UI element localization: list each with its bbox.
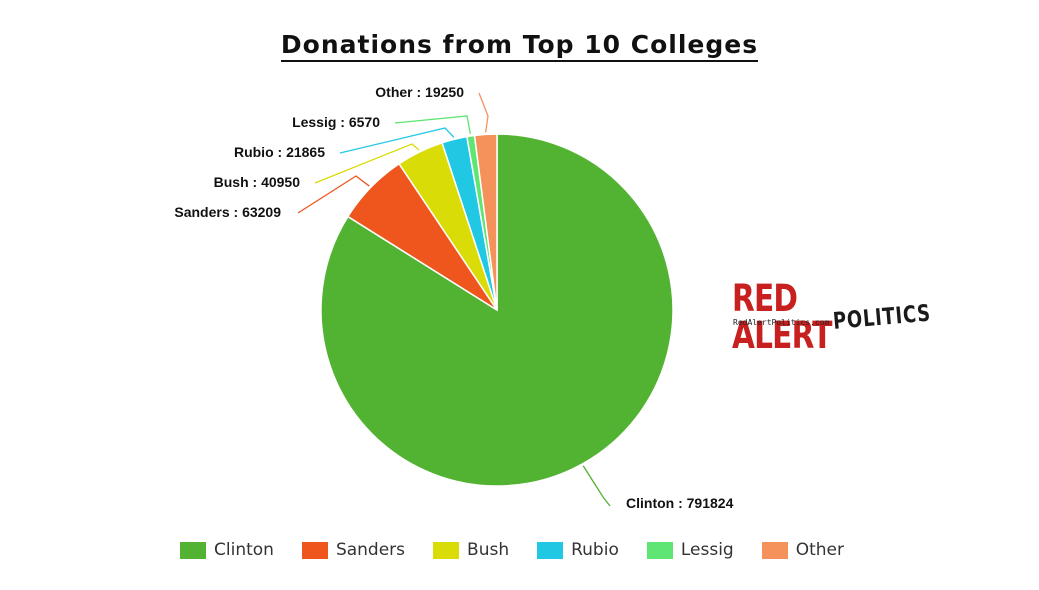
logo-url-text: RedAlertPolitics.com bbox=[733, 318, 830, 327]
legend-swatch-lessig bbox=[646, 541, 673, 559]
legend-item-sanders[interactable]: Sanders bbox=[301, 540, 406, 560]
leader-line-lessig bbox=[394, 115, 472, 135]
leader-line-clinton bbox=[582, 465, 611, 507]
data-label-other: Other : 19250 bbox=[375, 84, 464, 100]
legend-label-other: Other bbox=[795, 540, 844, 560]
legend-swatch-sanders bbox=[301, 541, 328, 559]
chart-title: Donations from Top 10 Colleges bbox=[0, 30, 1039, 62]
legend-label-bush: Bush bbox=[467, 540, 510, 560]
pie-slices bbox=[320, 133, 674, 487]
data-label-bush: Bush : 40950 bbox=[214, 174, 301, 190]
legend-item-rubio[interactable]: Rubio bbox=[537, 540, 619, 560]
pie-chart: Clinton : 791824 Sanders : 63209 Bush : 40… bbox=[174, 84, 733, 511]
legend-label-sanders: Sanders bbox=[335, 540, 406, 560]
legend-item-lessig[interactable]: Lessig bbox=[646, 540, 734, 560]
legend-label-clinton: Clinton bbox=[214, 540, 274, 560]
legend-label-rubio: Rubio bbox=[571, 540, 619, 560]
leader-line-other bbox=[478, 92, 489, 133]
leader-line-rubio bbox=[339, 127, 455, 154]
data-label-sanders: Sanders : 63209 bbox=[174, 204, 281, 220]
legend-swatch-clinton bbox=[180, 541, 206, 559]
pie-slice-other bbox=[473, 133, 498, 311]
legend-label-lessig: Lessig bbox=[680, 540, 734, 560]
data-label-rubio: Rubio : 21865 bbox=[234, 144, 325, 160]
legend-swatch-rubio bbox=[537, 541, 564, 559]
chart-title-text: Donations from Top 10 Colleges bbox=[280, 30, 759, 62]
pie-labels: Clinton : 791824 Sanders : 63209 Bush : 40… bbox=[174, 84, 733, 511]
legend-item-other[interactable]: Other bbox=[761, 540, 844, 560]
leader-line-bush bbox=[314, 143, 420, 184]
legend-item-clinton[interactable]: Clinton bbox=[180, 540, 274, 560]
legend-item-bush[interactable]: Bush bbox=[433, 540, 509, 560]
leader-line-sanders bbox=[297, 175, 370, 214]
logo-main-text: RED ALERT bbox=[732, 277, 832, 357]
data-label-clinton: Clinton : 791824 bbox=[626, 495, 734, 511]
chart-legend: Clinton Sanders Bush Rubio Lessig Other bbox=[180, 540, 872, 560]
data-label-lessig: Lessig : 6570 bbox=[292, 114, 380, 130]
legend-swatch-bush bbox=[433, 541, 460, 559]
red-alert-politics-logo: RED ALERT RedAlertPolitics.com POLITICS bbox=[732, 280, 932, 354]
pie-label-leaders bbox=[297, 92, 611, 507]
legend-swatch-other bbox=[761, 541, 788, 559]
